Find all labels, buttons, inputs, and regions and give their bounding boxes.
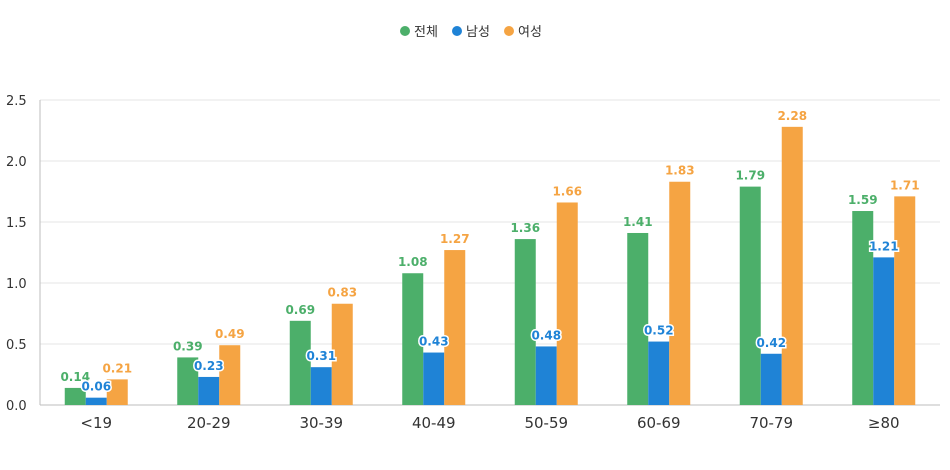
y-tick-label: 1.5 bbox=[6, 216, 27, 231]
data-label: 0.06 bbox=[81, 380, 111, 394]
bar bbox=[402, 273, 424, 405]
legend-swatch bbox=[400, 26, 410, 36]
data-label: 1.83 bbox=[665, 164, 695, 178]
data-label: 0.69 bbox=[285, 303, 315, 317]
bar bbox=[739, 186, 761, 405]
bar bbox=[444, 250, 466, 405]
data-label: 0.48 bbox=[531, 328, 561, 342]
bar bbox=[64, 387, 86, 405]
y-tick-label: 0.5 bbox=[6, 338, 27, 353]
bar bbox=[177, 357, 199, 405]
data-label: 0.52 bbox=[644, 324, 674, 338]
bar bbox=[648, 341, 670, 405]
data-label: 1.08 bbox=[398, 255, 428, 269]
grid-lines bbox=[40, 99, 940, 345]
data-label: 1.79 bbox=[735, 169, 765, 183]
legend-label: 여성 bbox=[518, 25, 542, 40]
x-tick-label: 30-39 bbox=[299, 414, 343, 432]
legend-swatch bbox=[452, 26, 462, 36]
legend: 전체 남성 여성 bbox=[400, 25, 542, 40]
bar bbox=[310, 367, 332, 405]
bar bbox=[894, 196, 916, 405]
x-tick-label: 20-29 bbox=[187, 414, 231, 432]
data-label: 0.49 bbox=[215, 327, 245, 341]
data-label: 0.39 bbox=[173, 339, 203, 353]
data-label: 0.83 bbox=[327, 286, 357, 300]
data-label: 0.14 bbox=[60, 370, 90, 384]
data-labels: 0.140.06 0.21 0.39 0.23 0.49 0.69 0.31 0.83 1.08… bbox=[60, 109, 920, 395]
data-label: 1.27 bbox=[440, 232, 470, 246]
bars bbox=[64, 126, 916, 405]
legend-label: 전체 bbox=[414, 25, 438, 40]
data-label: 1.59 bbox=[848, 193, 878, 207]
bar bbox=[781, 126, 803, 405]
bar bbox=[873, 257, 895, 405]
data-label: 2.28 bbox=[777, 109, 807, 123]
bar bbox=[423, 352, 445, 405]
bar bbox=[331, 303, 353, 405]
data-label: 1.21 bbox=[869, 239, 899, 253]
bar bbox=[106, 379, 128, 405]
x-tick-label: 60-69 bbox=[637, 414, 681, 432]
bar bbox=[535, 346, 557, 405]
data-label: 0.42 bbox=[756, 336, 786, 350]
x-axis: <19 20-29 30-39 40-49 50-59 60-69 70-79 ≥80 bbox=[80, 414, 899, 432]
y-tick-label: 0.0 bbox=[6, 399, 27, 414]
legend-swatch bbox=[504, 26, 514, 36]
data-label: 1.36 bbox=[510, 221, 540, 235]
x-tick-label: 40-49 bbox=[412, 414, 456, 432]
bar bbox=[627, 232, 649, 405]
data-label: 0.21 bbox=[102, 361, 132, 375]
y-tick-label: 2.0 bbox=[6, 155, 27, 170]
data-label: 0.23 bbox=[194, 359, 224, 373]
bar bbox=[556, 202, 578, 405]
x-tick-label: <19 bbox=[80, 414, 112, 432]
bar bbox=[85, 397, 107, 405]
x-tick-label: ≥80 bbox=[868, 414, 900, 432]
bar bbox=[198, 376, 220, 405]
data-label: 1.66 bbox=[552, 184, 582, 198]
x-tick-label: 50-59 bbox=[524, 414, 568, 432]
data-label: 1.71 bbox=[890, 178, 920, 192]
y-tick-label: 1.0 bbox=[6, 277, 27, 292]
bar bbox=[669, 181, 691, 405]
data-label: 0.43 bbox=[419, 335, 449, 349]
data-label: 0.31 bbox=[306, 349, 336, 363]
bar bbox=[219, 345, 241, 405]
bar bbox=[514, 239, 536, 405]
y-tick-label: 2.5 bbox=[6, 94, 27, 109]
bar bbox=[760, 353, 782, 405]
bar bbox=[852, 211, 874, 405]
x-tick-label: 70-79 bbox=[749, 414, 793, 432]
bar bbox=[289, 320, 311, 405]
legend-label: 남성 bbox=[466, 25, 490, 40]
data-label: 1.41 bbox=[623, 215, 653, 229]
